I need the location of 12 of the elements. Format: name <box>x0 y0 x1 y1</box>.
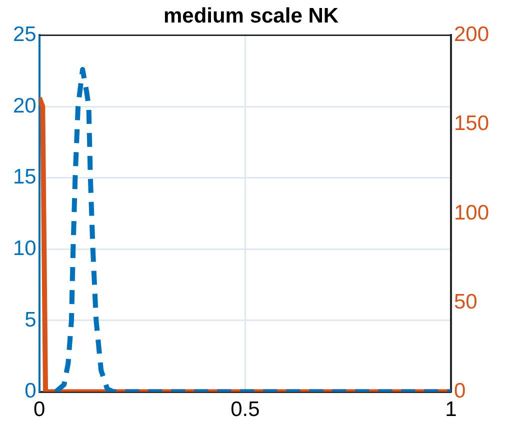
y-tick-label: 5 <box>24 308 36 332</box>
y2-tick-label: 100 <box>454 201 490 224</box>
y2-tick-label: 150 <box>454 112 490 136</box>
y-tick-label: 10 <box>13 236 36 260</box>
x-tick-label: 0.5 <box>230 398 260 422</box>
y-tick-label: 15 <box>13 166 36 189</box>
chart-title: medium scale NK <box>163 4 339 28</box>
y-tick-label: 0 <box>24 380 36 403</box>
y2-tick-label: 200 <box>454 22 490 46</box>
y-tick-label: 25 <box>13 22 36 46</box>
y-tick-label: 20 <box>13 94 36 118</box>
y2-tick-label: 50 <box>454 290 478 314</box>
